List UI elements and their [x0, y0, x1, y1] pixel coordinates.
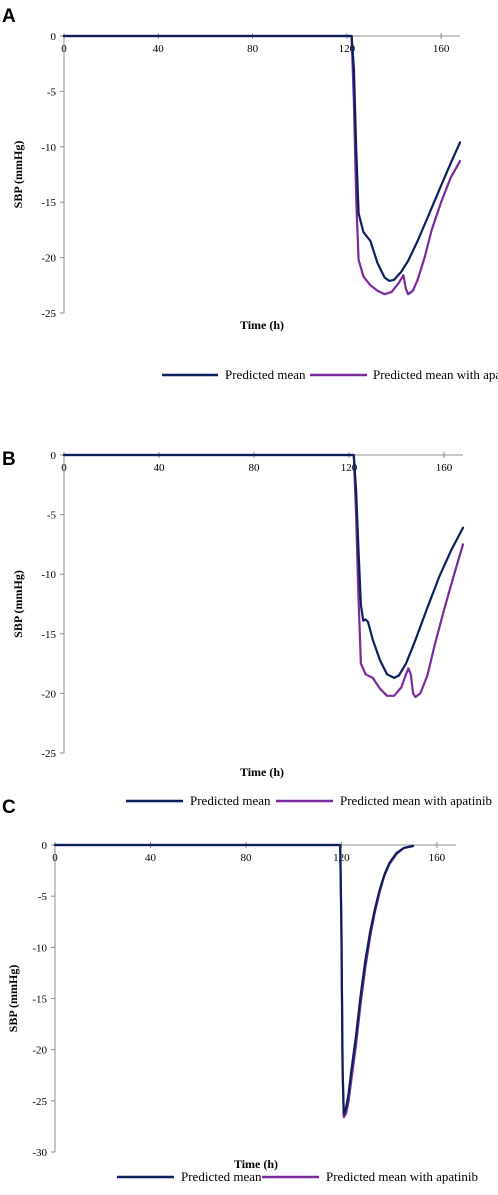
- series-line-predicted-mean: [53, 843, 415, 1116]
- x-axis-label: Time (h): [240, 765, 284, 779]
- x-tick-label: 120: [333, 852, 350, 864]
- legend: Predicted mean Predicted mean with apatin…: [126, 793, 492, 808]
- y-tick-label: -25: [41, 308, 56, 320]
- y-tick-label: -10: [32, 942, 47, 954]
- x-tick-label: 80: [240, 852, 252, 864]
- y-tick-label: -5: [47, 86, 57, 98]
- x-tick-label: 40: [153, 43, 165, 55]
- y-axis-label: SBP (mmHg): [11, 141, 25, 209]
- y-tick-label: 0: [51, 31, 57, 43]
- series-line-predicted-mean: [62, 453, 465, 680]
- x-tick-label: 160: [436, 462, 453, 474]
- x-tick-label: 40: [145, 852, 157, 864]
- x-tick-label: 160: [433, 43, 450, 55]
- y-tick-label: -10: [41, 569, 56, 581]
- x-tick-label: 80: [247, 43, 259, 55]
- y-tick-label: -5: [38, 891, 48, 903]
- series-line-predicted-mean-apatinib: [62, 34, 462, 296]
- y-tick-label: -25: [32, 1096, 47, 1108]
- panel-letter: A: [2, 6, 16, 27]
- x-tick-label: 0: [61, 43, 67, 55]
- x-tick-label: 160: [429, 852, 446, 864]
- legend-label: Predicted mean with apatinib: [340, 793, 492, 808]
- y-axis-label: SBP (mmHg): [6, 965, 20, 1033]
- y-tick-label: -30: [32, 1147, 47, 1159]
- series-line-predicted-mean: [62, 34, 462, 282]
- y-tick-label: 0: [51, 450, 57, 462]
- y-tick-label: -10: [41, 142, 56, 154]
- legend-label: Predicted mean: [225, 367, 306, 382]
- series-line-predicted-mean-apatinib: [53, 843, 415, 1119]
- y-tick-label: -20: [32, 1045, 47, 1057]
- y-tick-label: -5: [47, 510, 57, 522]
- x-tick-label: 0: [61, 462, 67, 474]
- series-line-predicted-mean-apatinib: [62, 453, 465, 699]
- y-tick-label: 0: [42, 840, 48, 852]
- y-axis-label: SBP (mmHg): [11, 570, 25, 638]
- legend: Predicted mean Predicted mean with apatin…: [162, 367, 498, 382]
- legend: Predicted mean Predicted mean with apatin…: [117, 1169, 478, 1184]
- x-axis-label: Time (h): [234, 1157, 278, 1171]
- y-tick-label: -25: [41, 748, 56, 760]
- y-tick-label: -15: [32, 994, 47, 1006]
- panel-letter: B: [2, 449, 16, 470]
- legend-label: Predicted mean with apatinib: [373, 367, 498, 382]
- y-tick-label: -15: [41, 629, 56, 641]
- chart-panel-c: C 0 -5 -10 -15 -20 -25 -30 0 40 80 120 160 Time (h) SB…: [2, 797, 478, 1184]
- panel-letter: C: [2, 797, 16, 818]
- legend-label: Predicted mean with apatinib: [326, 1169, 478, 1184]
- x-tick-label: 80: [249, 462, 261, 474]
- legend-label: Predicted mean: [190, 793, 271, 808]
- x-tick-label: 0: [52, 852, 58, 864]
- y-tick-label: -15: [41, 197, 56, 209]
- x-tick-label: 40: [154, 462, 166, 474]
- y-tick-label: -20: [41, 253, 56, 265]
- legend-label: Predicted mean: [181, 1169, 262, 1184]
- x-axis-label: Time (h): [240, 318, 284, 332]
- y-tick-label: -20: [41, 688, 56, 700]
